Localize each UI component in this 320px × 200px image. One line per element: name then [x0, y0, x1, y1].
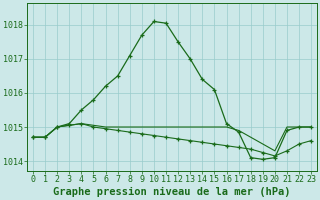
X-axis label: Graphe pression niveau de la mer (hPa): Graphe pression niveau de la mer (hPa) [53, 187, 291, 197]
